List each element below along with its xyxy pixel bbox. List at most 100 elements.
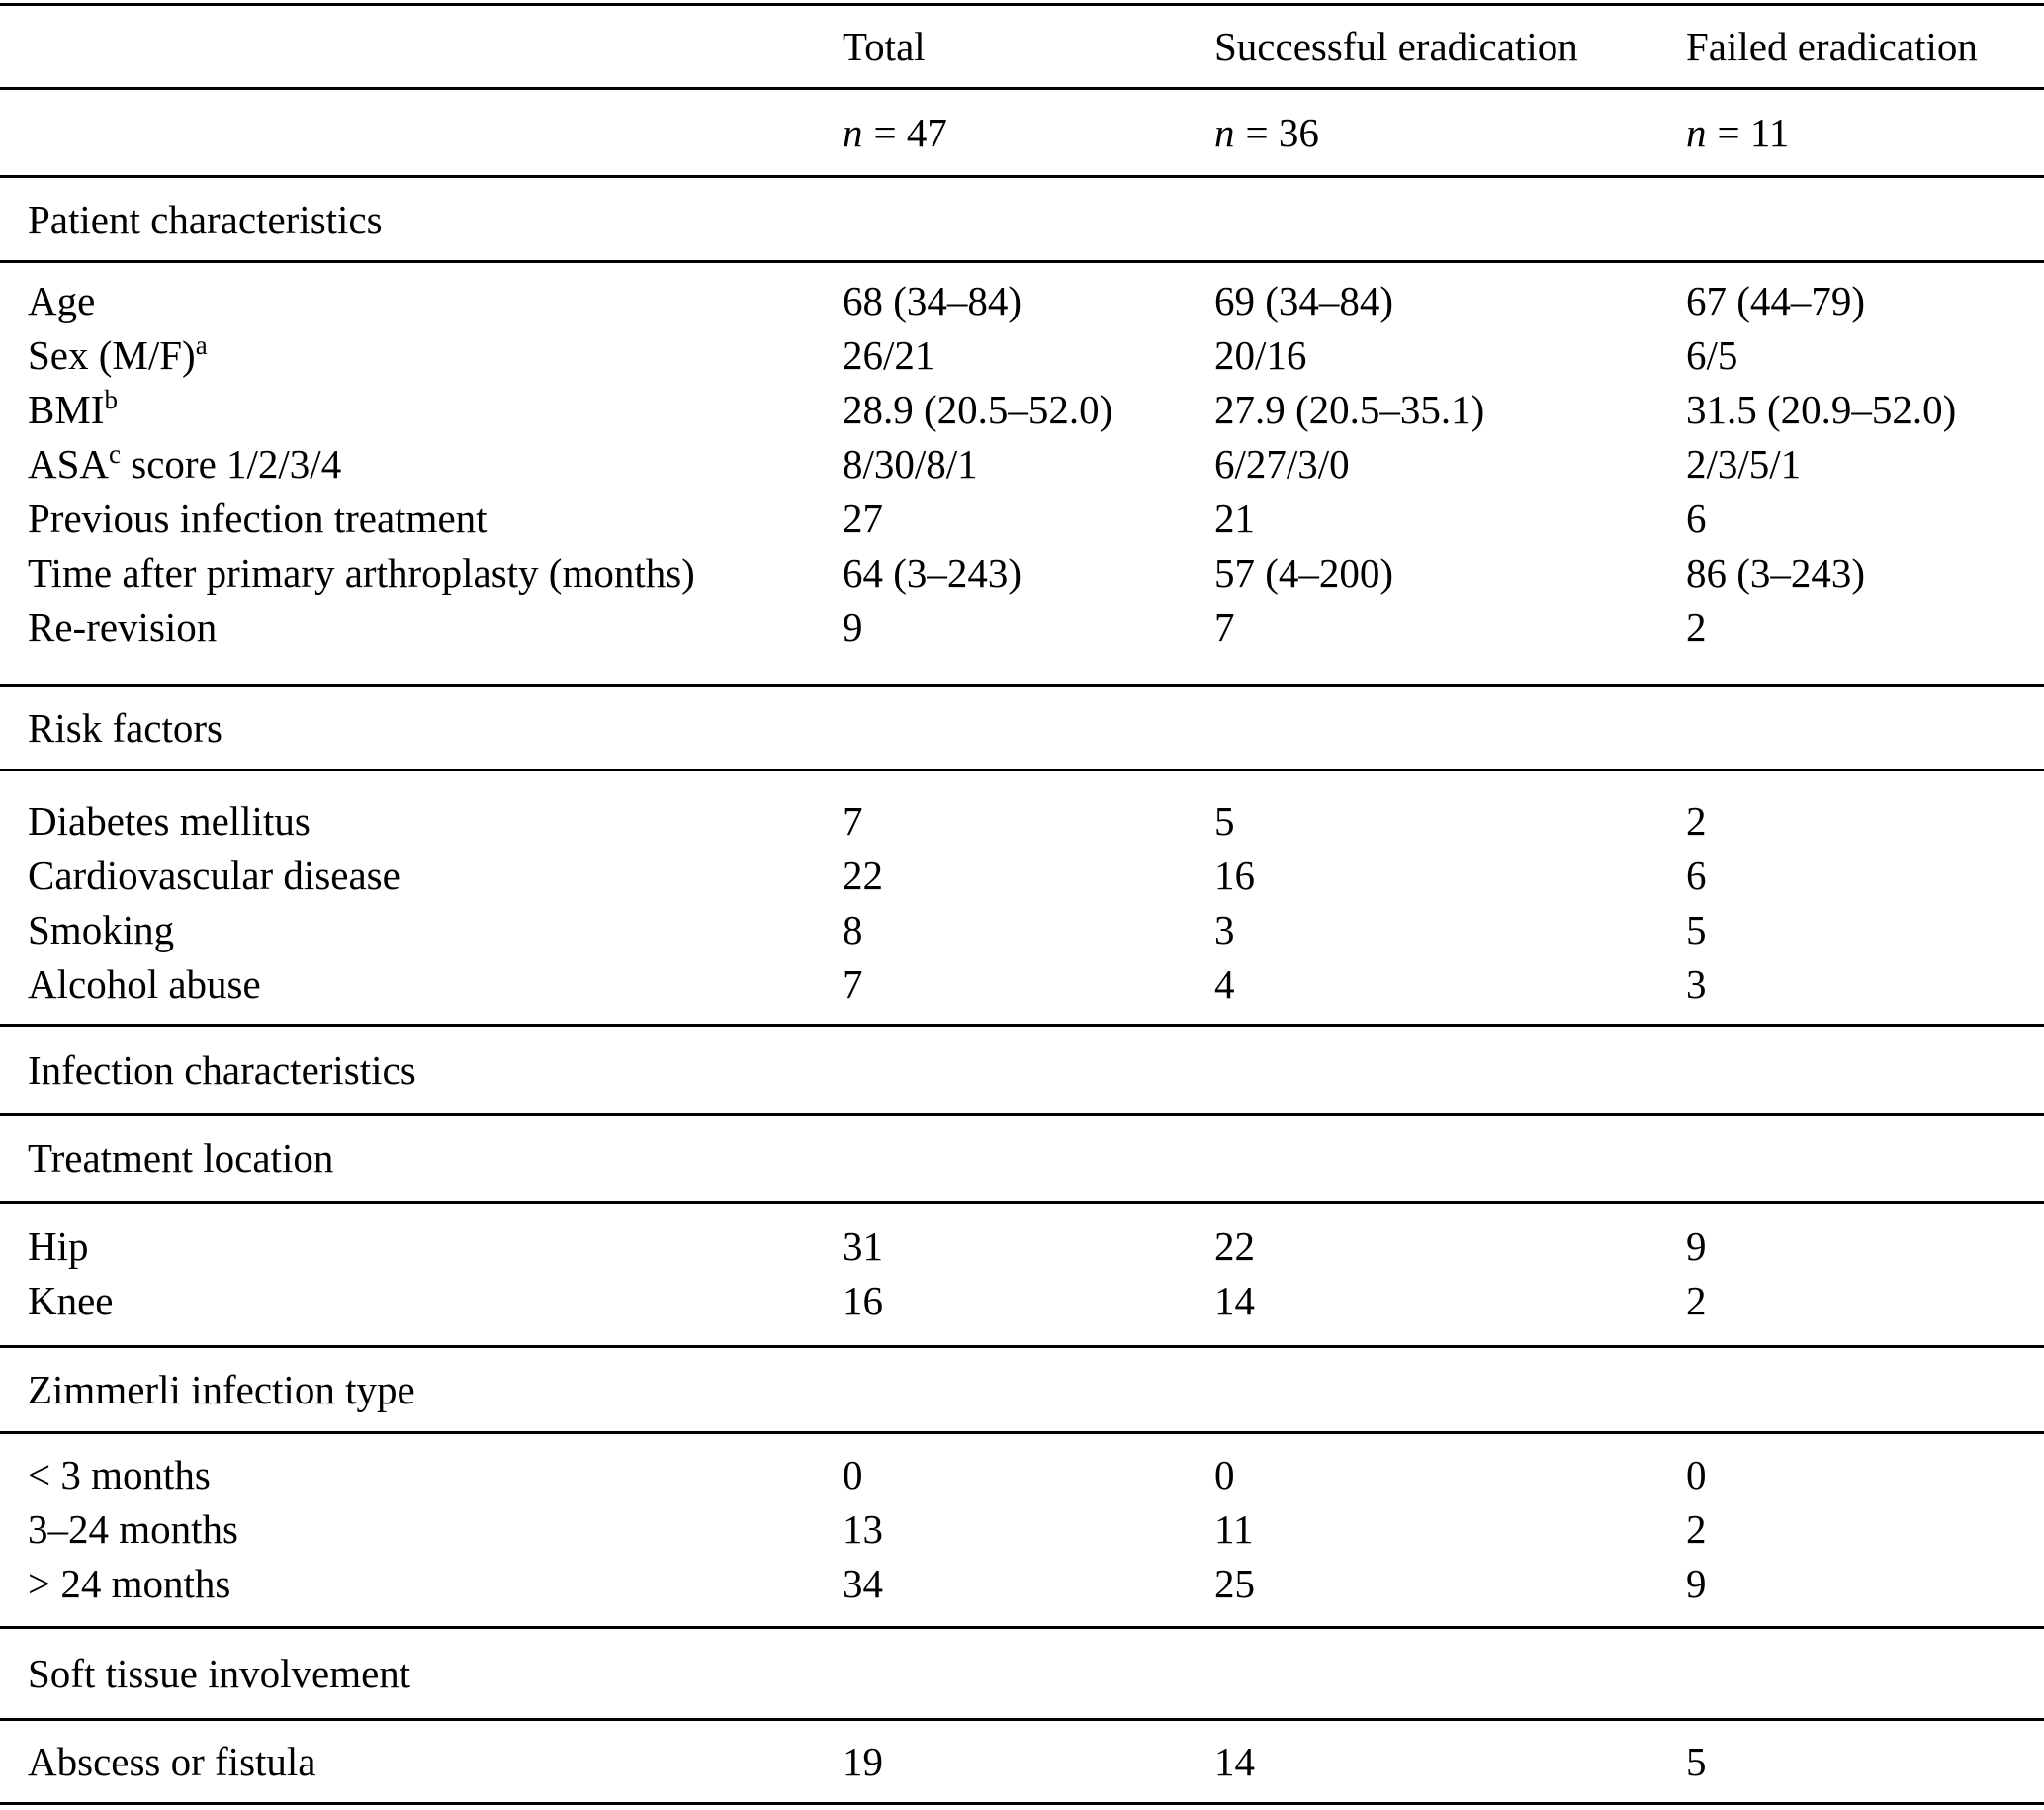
row-label: Knee bbox=[28, 1277, 114, 1323]
n-failed: n = 11 bbox=[1686, 110, 1790, 155]
cell-failed: 2 bbox=[1686, 603, 1707, 650]
cell-successful: 69 (34–84) bbox=[1214, 277, 1394, 323]
cell-total: 31 bbox=[843, 1222, 883, 1269]
section-title: Risk factors bbox=[28, 705, 222, 751]
row-label: Smoking bbox=[28, 906, 175, 952]
cell-successful: 0 bbox=[1214, 1451, 1235, 1497]
column-header-failed: Failed eradication bbox=[1686, 24, 1978, 69]
table-row-asa-score: ASAc score 1/2/3/4 8/30/8/1 6/27/3/0 2/3… bbox=[0, 436, 2044, 491]
table-row-cardiovascular: Cardiovascular disease 22 16 6 bbox=[0, 848, 2044, 902]
cell-successful: 57 (4–200) bbox=[1214, 549, 1394, 595]
cell-successful: 21 bbox=[1214, 495, 1255, 541]
table-row-abscess-or-fistula: Abscess or fistula 19 14 5 bbox=[0, 1734, 2044, 1788]
n-symbol: n bbox=[1686, 110, 1707, 155]
footnote-marker-c: c bbox=[109, 438, 122, 469]
treatment-location-rows: Hip 31 22 9 Knee 16 14 2 bbox=[0, 1204, 2044, 1345]
rule-below-counts bbox=[0, 175, 2044, 178]
section-rule bbox=[0, 260, 2044, 263]
section-rule bbox=[0, 1024, 2044, 1027]
cell-failed: 6 bbox=[1686, 495, 1707, 541]
table-row-time-after-arthroplasty: Time after primary arthroplasty (months)… bbox=[0, 545, 2044, 599]
cell-failed: 2/3/5/1 bbox=[1686, 440, 1802, 487]
n-symbol: n bbox=[843, 110, 863, 155]
section-rule bbox=[0, 1113, 2044, 1116]
cell-total: 16 bbox=[843, 1277, 883, 1323]
soft-tissue-rows: Abscess or fistula 19 14 5 bbox=[0, 1721, 2044, 1802]
row-label: < 3 months bbox=[28, 1451, 211, 1497]
cell-failed: 3 bbox=[1686, 960, 1707, 1007]
cell-successful: 4 bbox=[1214, 960, 1235, 1007]
cell-total: 34 bbox=[843, 1560, 883, 1606]
column-header-total: Total bbox=[843, 24, 926, 69]
table-bottom-rule bbox=[0, 1802, 2044, 1805]
section-title: Patient characteristics bbox=[28, 196, 383, 242]
cell-total: 13 bbox=[843, 1505, 883, 1552]
table-header-row: Total Successful eradication Failed erad… bbox=[0, 6, 2044, 87]
cell-failed: 86 (3–243) bbox=[1686, 549, 1866, 595]
risk-factors-rows: Diabetes mellitus 7 5 2 Cardiovascular d… bbox=[0, 771, 2044, 1024]
column-header-successful: Successful eradication bbox=[1214, 24, 1578, 69]
cell-failed: 5 bbox=[1686, 906, 1707, 952]
cell-total: 64 (3–243) bbox=[843, 549, 1022, 595]
sample-size-row: n = 47 n = 36 n = 11 bbox=[0, 90, 2044, 175]
cell-total: 28.9 (20.5–52.0) bbox=[843, 386, 1113, 432]
section-treatment-location: Treatment location bbox=[0, 1116, 2044, 1201]
row-label: Alcohol abuse bbox=[28, 960, 261, 1007]
row-label: Previous infection treatment bbox=[28, 495, 488, 541]
cell-failed: 2 bbox=[1686, 797, 1707, 844]
row-label: > 24 months bbox=[28, 1560, 231, 1606]
section-rule bbox=[0, 1718, 2044, 1721]
cell-successful: 11 bbox=[1214, 1505, 1254, 1552]
cell-successful: 27.9 (20.5–35.1) bbox=[1214, 386, 1485, 432]
cell-failed: 2 bbox=[1686, 1277, 1707, 1323]
table-row-sex: Sex (M/F)a 26/21 20/16 6/5 bbox=[0, 327, 2044, 382]
table-row-previous-infection-treatment: Previous infection treatment 27 21 6 bbox=[0, 491, 2044, 545]
cell-total: 27 bbox=[843, 495, 883, 541]
cell-total: 9 bbox=[843, 603, 863, 650]
cell-total: 8 bbox=[843, 906, 863, 952]
row-label: Age bbox=[28, 277, 96, 323]
row-label: Re-revision bbox=[28, 603, 218, 650]
section-risk-factors: Risk factors bbox=[0, 687, 2044, 769]
cell-failed: 2 bbox=[1686, 1505, 1707, 1552]
cell-total: 8/30/8/1 bbox=[843, 440, 978, 487]
section-rule bbox=[0, 684, 2044, 687]
row-label: Diabetes mellitus bbox=[28, 797, 311, 844]
row-label: BMIb bbox=[28, 384, 118, 432]
table-row-knee: Knee 16 14 2 bbox=[0, 1273, 2044, 1327]
table-row-bmi: BMIb 28.9 (20.5–52.0) 27.9 (20.5–35.1) 3… bbox=[0, 382, 2044, 436]
section-infection-characteristics: Infection characteristics bbox=[0, 1027, 2044, 1113]
cell-successful: 14 bbox=[1214, 1738, 1255, 1784]
section-patient-characteristics: Patient characteristics bbox=[0, 178, 2044, 260]
cell-successful: 20/16 bbox=[1214, 331, 1307, 378]
cell-successful: 14 bbox=[1214, 1277, 1255, 1323]
cell-successful: 7 bbox=[1214, 603, 1235, 650]
row-label: Sex (M/F)a bbox=[28, 329, 208, 378]
cell-total: 7 bbox=[843, 960, 863, 1007]
cell-total: 19 bbox=[843, 1738, 883, 1784]
section-rule bbox=[0, 1345, 2044, 1348]
table-row-smoking: Smoking 8 3 5 bbox=[0, 902, 2044, 956]
n-successful: n = 36 bbox=[1214, 110, 1319, 155]
row-label: Abscess or fistula bbox=[28, 1738, 316, 1784]
cell-failed: 6/5 bbox=[1686, 331, 1738, 378]
table-row-hip: Hip 31 22 9 bbox=[0, 1219, 2044, 1273]
bottom-margin bbox=[0, 1805, 2044, 1810]
section-rule bbox=[0, 769, 2044, 771]
row-label: Hip bbox=[28, 1222, 89, 1269]
zimmerli-rows: < 3 months 0 0 0 3–24 months 13 11 2 > 2… bbox=[0, 1434, 2044, 1626]
cell-successful: 25 bbox=[1214, 1560, 1255, 1606]
cell-failed: 0 bbox=[1686, 1451, 1707, 1497]
section-rule bbox=[0, 1626, 2044, 1629]
section-zimmerli-infection-type: Zimmerli infection type bbox=[0, 1348, 2044, 1431]
table-row-age: Age 68 (34–84) 69 (34–84) 67 (44–79) bbox=[0, 273, 2044, 327]
n-symbol: n bbox=[1214, 110, 1235, 155]
section-title: Soft tissue involvement bbox=[28, 1651, 411, 1696]
footnote-marker-b: b bbox=[104, 384, 118, 414]
cell-successful: 22 bbox=[1214, 1222, 1255, 1269]
table-row-under-3-months: < 3 months 0 0 0 bbox=[0, 1447, 2044, 1501]
cell-total: 0 bbox=[843, 1451, 863, 1497]
table-row-over-24-months: > 24 months 34 25 9 bbox=[0, 1556, 2044, 1610]
n-total: n = 47 bbox=[843, 110, 947, 155]
patient-characteristics-rows: Age 68 (34–84) 69 (34–84) 67 (44–79) Sex… bbox=[0, 263, 2044, 684]
